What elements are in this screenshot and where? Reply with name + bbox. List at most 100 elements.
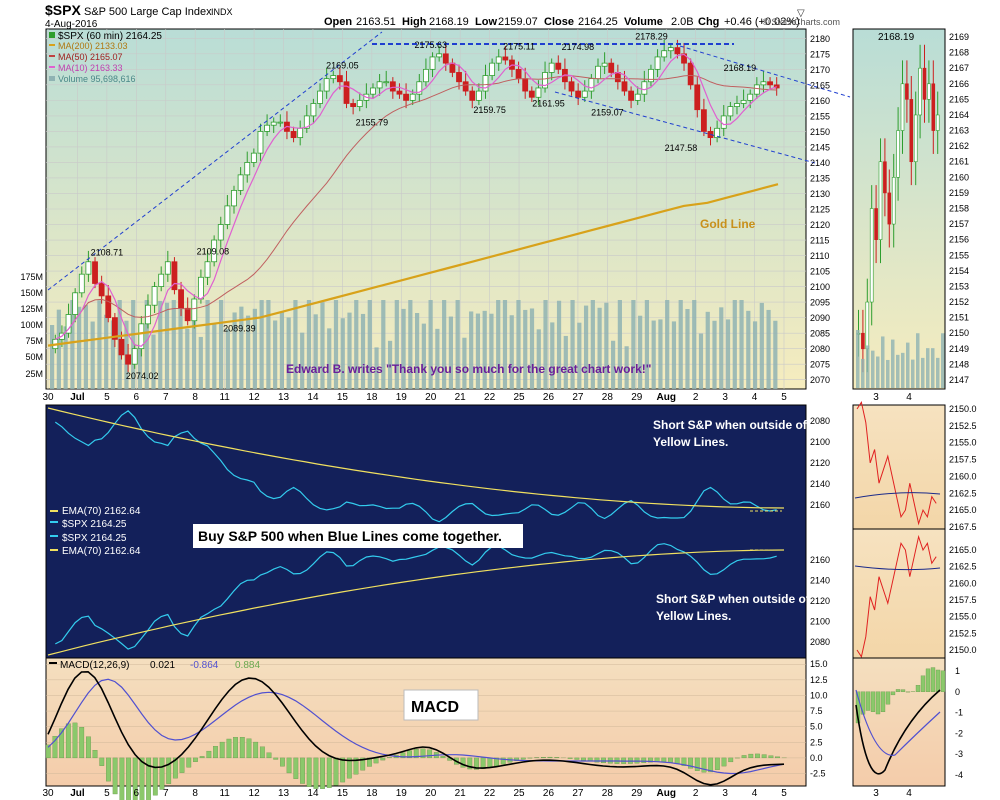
macd-histogram-bar [420, 748, 426, 759]
price-tick-label: 2150 [810, 127, 830, 137]
right-macd-bar [930, 667, 936, 692]
volume-bar [90, 321, 95, 389]
right-price-tick: 2160 [949, 172, 969, 182]
time-tick-label: 6 [134, 392, 140, 403]
price-tick-label: 2105 [810, 267, 830, 277]
volume-bar [428, 300, 433, 389]
time-tick-label-bottom: 4 [752, 788, 758, 799]
ema-tick-bottom: 2140 [810, 576, 830, 586]
index-name: S&P 500 Large Cap Index [84, 6, 212, 18]
right-price-tick: 2152 [949, 297, 969, 307]
right-ema-tick-top: 2162.5 [949, 488, 977, 498]
right-price-tick: 2148 [949, 359, 969, 369]
volume-bar [617, 300, 622, 389]
volume-bar [509, 315, 514, 389]
volume-bar [590, 300, 595, 389]
right-macd-tick: -1 [955, 708, 963, 718]
candle-body [151, 286, 158, 306]
time-tick-label-bottom: 25 [513, 788, 525, 799]
right-ema-tick-bottom: 2157.5 [949, 595, 977, 605]
volume-bar [692, 300, 697, 389]
right-ema-tick-top: 2152.5 [949, 421, 977, 431]
macd-histogram-bar [99, 757, 105, 766]
legend-signal-value: -0.864 [190, 660, 219, 671]
macd-histogram-bar [346, 757, 352, 779]
right-price-tick: 2153 [949, 281, 969, 291]
volume-bar [239, 306, 244, 389]
volume-bar [739, 300, 744, 389]
right-ema-tick-bottom: 2165.0 [949, 545, 977, 555]
ema-tick-top: 2140 [810, 479, 830, 489]
right-price-tick: 2161 [949, 157, 969, 167]
right-volume-bar [926, 348, 930, 388]
candle-body [720, 115, 727, 129]
volume-bar [171, 300, 176, 389]
macd-histogram-bar [474, 757, 479, 770]
close-value: 2164.25 [578, 16, 618, 28]
candle-body [621, 81, 628, 92]
time-tick-label-bottom: 7 [163, 788, 169, 799]
candle-body [264, 124, 270, 132]
right-candle-body [922, 67, 927, 100]
ma200-line [47, 183, 779, 347]
candle-body [542, 72, 548, 89]
candle-body [608, 62, 615, 73]
macd-histogram-bar [755, 753, 760, 759]
volume-bar [401, 308, 406, 389]
ema-tick-bottom: 2120 [810, 596, 830, 606]
volume-bar [185, 328, 190, 389]
legend-ma10: MA(10) 2163.33 [58, 63, 123, 73]
candle-body [370, 87, 376, 95]
macd-histogram-bar [320, 757, 325, 789]
volume-bar [313, 314, 318, 389]
macd-label-box [403, 689, 479, 721]
collapse-icon[interactable]: ▽ [797, 8, 805, 19]
macd-tick-label: -2.5 [810, 769, 826, 779]
candle-body [72, 292, 79, 315]
candle-body [65, 314, 72, 334]
volume-bar [577, 322, 582, 389]
ma50-line [55, 74, 777, 340]
spx-line-top [54, 410, 777, 523]
candle-body [125, 354, 132, 365]
right-price-tick: 2157 [949, 219, 969, 229]
candle-body [456, 72, 462, 83]
macd-histogram-bar [768, 755, 774, 759]
macd-histogram-bar [206, 750, 212, 759]
macd-histogram-bar [520, 757, 526, 760]
price-point-label: 2108.71 [91, 248, 124, 258]
volume-bar [624, 346, 629, 389]
volume-bar [631, 300, 636, 389]
candle-body [648, 68, 654, 83]
price-point-label: 2159.75 [473, 105, 506, 115]
right-ema-tick-top: 2157.5 [949, 455, 977, 465]
macd-histogram-bar [45, 744, 51, 759]
time-tick-label-bottom: 11 [219, 788, 230, 799]
macd-histogram-bar [694, 757, 700, 771]
spx-line-bottom [55, 543, 777, 650]
right-spx-line-top [856, 401, 937, 526]
macd-histogram-bar [681, 757, 687, 766]
price-point-label: 2155.79 [356, 117, 389, 127]
candle-body [250, 152, 257, 163]
candle-body [164, 261, 171, 275]
macd-histogram-bar [360, 757, 366, 771]
right-ema-tick-top: 2160.0 [949, 471, 977, 481]
volume-bar [685, 309, 690, 389]
macd-histogram-bar [741, 755, 747, 759]
volume-bar [293, 300, 298, 389]
volume-bar [246, 315, 251, 389]
candle-body [290, 131, 297, 139]
short-note-bottom-2: Yellow Lines. [656, 609, 731, 623]
candle-body [336, 75, 343, 83]
macd-histogram-bar [213, 746, 218, 759]
trend-line-upper-rise [47, 31, 383, 291]
macd-histogram-bar [567, 757, 573, 759]
right-ema-tick-bottom: 2162.5 [949, 562, 977, 572]
macd-histogram-bar [166, 757, 172, 784]
volume-bar [475, 313, 481, 389]
right-volume-bar [936, 357, 940, 388]
macd-axis: 15.0 12.5 10.0 7.5 5.0 2.5 0.0 -2.5 [810, 659, 828, 778]
right-price-tick: 2151 [949, 313, 969, 323]
